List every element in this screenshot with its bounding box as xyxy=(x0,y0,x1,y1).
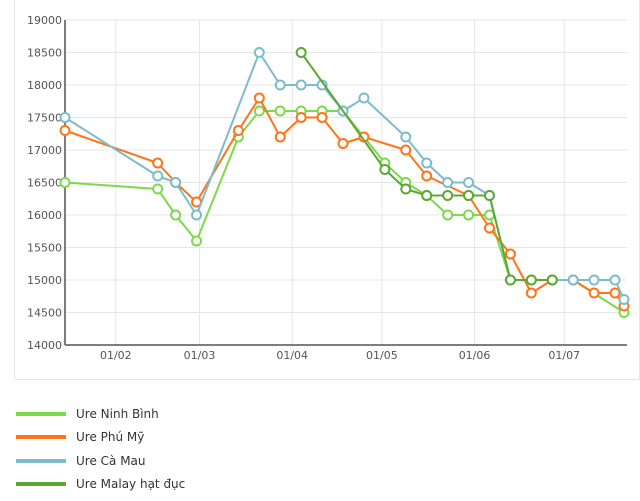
y-tick-label: 15000 xyxy=(27,274,62,287)
legend-item[interactable]: Ure Phú Mỹ xyxy=(16,426,185,450)
data-point xyxy=(295,112,307,123)
legend-swatch xyxy=(16,482,66,487)
data-point xyxy=(295,79,307,91)
data-point xyxy=(59,177,71,188)
legend-label: Ure Phú Mỹ xyxy=(76,430,145,445)
y-tick-label: 16500 xyxy=(27,177,62,190)
y-tick-label: 17500 xyxy=(27,112,62,125)
data-point xyxy=(152,170,164,182)
data-point xyxy=(337,138,349,149)
legend-swatch xyxy=(16,458,66,463)
data-point xyxy=(421,170,433,182)
chart-panel: 14000 14500 15000 15500 16000 16500 17000 17500… xyxy=(14,0,640,380)
data-point xyxy=(400,131,412,143)
data-point xyxy=(525,274,537,286)
data-point xyxy=(152,183,164,195)
data-point xyxy=(253,92,265,104)
data-point xyxy=(618,294,630,305)
data-point xyxy=(442,209,454,221)
legend-swatch xyxy=(16,411,66,416)
data-point xyxy=(421,157,433,169)
y-tick-label: 17000 xyxy=(27,144,62,157)
data-point xyxy=(170,209,182,221)
data-point xyxy=(463,190,475,201)
legend-label: Ure Cà Mau xyxy=(76,453,146,468)
data-point xyxy=(525,287,537,299)
data-point xyxy=(588,274,600,286)
data-point xyxy=(274,79,286,91)
data-point xyxy=(463,209,475,221)
data-point xyxy=(546,274,558,286)
legend: Ure Ninh Bình Ure Phú Mỹ Ure Cà Mau Ure Mal… xyxy=(16,402,185,496)
data-point xyxy=(191,209,203,221)
data-point xyxy=(274,131,286,143)
x-tick-label: 01/03 xyxy=(184,349,216,362)
data-point xyxy=(504,274,516,286)
data-point xyxy=(442,190,454,201)
data-point xyxy=(483,222,495,234)
data-point xyxy=(421,190,433,201)
data-point xyxy=(442,177,454,188)
y-tick-label: 19000 xyxy=(27,14,62,27)
series-line-2 xyxy=(64,51,625,300)
x-tick-label: 01/07 xyxy=(548,349,580,362)
data-point xyxy=(358,92,370,104)
y-tick-label: 14500 xyxy=(27,307,62,320)
y-tick-label: 14000 xyxy=(27,339,62,352)
data-point xyxy=(588,287,600,299)
data-point xyxy=(59,125,71,136)
data-point xyxy=(609,274,621,286)
data-point xyxy=(232,125,244,136)
legend-label: Ure Ninh Bình xyxy=(76,406,159,421)
series-line-3 xyxy=(300,51,553,281)
data-point xyxy=(152,157,164,169)
data-point xyxy=(253,47,265,58)
data-point xyxy=(400,183,412,195)
x-tick-label: 01/02 xyxy=(100,349,132,362)
x-tick-label: 01/05 xyxy=(366,349,398,362)
data-point xyxy=(59,112,71,123)
data-point xyxy=(504,248,516,260)
data-point xyxy=(400,144,412,156)
legend-item[interactable]: Ure Malay hạt đục xyxy=(16,473,185,497)
data-point xyxy=(463,177,475,188)
x-tick-label: 01/04 xyxy=(276,349,308,362)
legend-swatch xyxy=(16,435,66,440)
data-point xyxy=(316,112,328,123)
series-line-1 xyxy=(64,97,625,307)
x-tick-label: 01/06 xyxy=(459,349,491,362)
legend-item[interactable]: Ure Ninh Bình xyxy=(16,402,185,426)
data-point xyxy=(609,287,621,299)
y-tick-label: 18000 xyxy=(27,79,62,92)
data-point xyxy=(170,177,182,188)
y-tick-label: 18500 xyxy=(27,47,62,60)
data-point xyxy=(191,235,203,247)
line-chart: 14000 14500 15000 15500 16000 16500 17000 17500… xyxy=(27,14,630,362)
data-point xyxy=(295,47,307,58)
legend-label: Ure Malay hạt đục xyxy=(76,477,186,492)
y-tick-label: 15500 xyxy=(27,242,62,255)
legend-item[interactable]: Ure Cà Mau xyxy=(16,449,185,473)
data-point xyxy=(379,164,391,175)
y-tick-label: 16000 xyxy=(27,209,62,222)
data-point xyxy=(567,274,579,286)
data-point xyxy=(274,105,286,117)
data-point xyxy=(253,105,265,117)
data-point xyxy=(483,190,495,201)
